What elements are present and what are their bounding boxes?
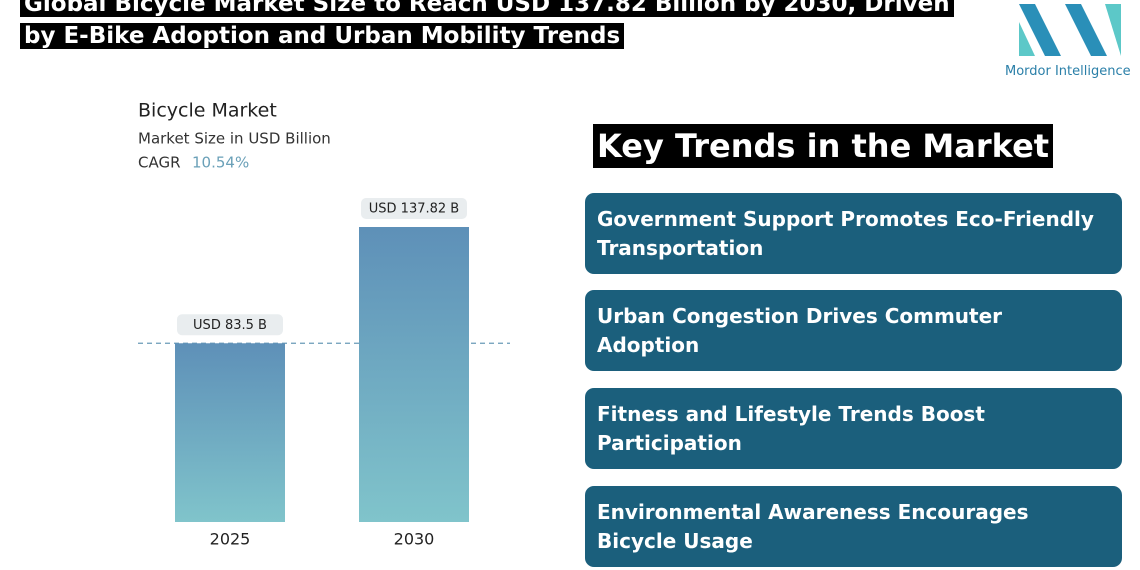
logo-text: Mordor Intelligence [1005, 64, 1131, 79]
trend-item: Government Support Promotes Eco-Friendly… [585, 193, 1122, 274]
logo [1019, 4, 1121, 56]
value-label-bg [361, 198, 467, 219]
cagr-label: CAGR [138, 154, 181, 172]
x-tick-label: 2025 [210, 530, 251, 549]
logo-shape [1019, 4, 1061, 56]
trend-item: Fitness and Lifestyle Trends Boost Parti… [585, 388, 1122, 469]
logo-shape [1019, 22, 1035, 56]
chart-subtitle: Market Size in USD Billion [138, 130, 331, 148]
page-title: Global Bicycle Market Size to Reach USD … [20, 0, 980, 52]
value-label: USD 137.82 B [369, 202, 459, 217]
bar [175, 343, 285, 522]
bar [359, 227, 469, 522]
trends-title: Key Trends in the Market [593, 124, 1054, 168]
logo-shape [1065, 4, 1107, 56]
x-tick-label: 2030 [394, 530, 435, 549]
cagr-value: 10.54% [192, 154, 249, 172]
logo-shape [1105, 4, 1121, 56]
trend-item: Environmental Awareness Encourages Bicyc… [585, 486, 1122, 567]
value-label: USD 83.5 B [193, 318, 267, 333]
chart: Bicycle Market Market Size in USD Billio… [138, 100, 510, 549]
trend-item: Urban Congestion Drives Commuter Adoptio… [585, 290, 1122, 371]
value-label-bg [177, 314, 283, 336]
chart-title: Bicycle Market [138, 100, 277, 122]
